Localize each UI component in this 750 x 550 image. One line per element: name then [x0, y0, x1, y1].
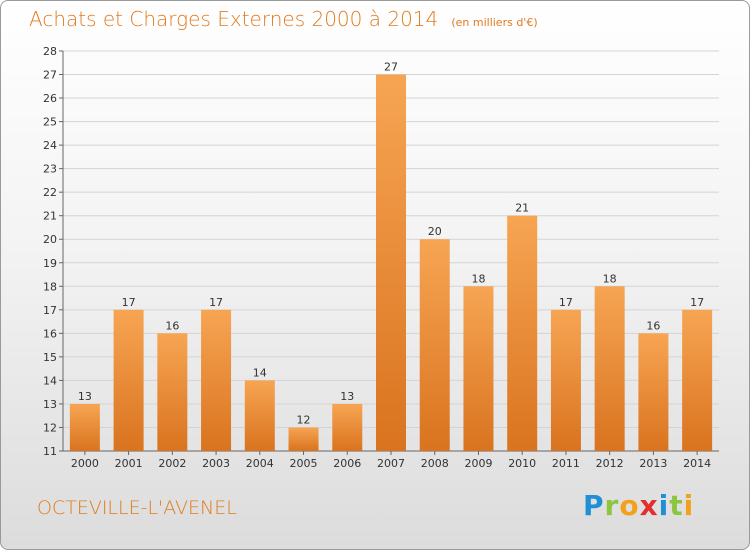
y-tick-label: 14 — [43, 374, 57, 387]
y-tick-label: 26 — [43, 92, 57, 105]
y-tick-label: 25 — [43, 116, 57, 129]
bar — [638, 333, 669, 451]
data-label: 13 — [78, 390, 92, 403]
x-tick-labels: 2000 2001 2002 2003 2004 2005 2006 2007 2008 2009… — [71, 457, 711, 470]
x-tick-label: 2008 — [421, 457, 449, 470]
y-tick-label: 19 — [43, 257, 57, 270]
x-tick-label: 2004 — [246, 457, 274, 470]
y-tick-label: 11 — [43, 445, 57, 458]
bar — [157, 333, 188, 451]
commune-name: OCTEVILLE-L'AVENEL — [37, 497, 237, 519]
bar — [550, 309, 581, 451]
data-labels: 13 17 16 17 14 12 13 27 20 18 21 17 18 16 17 — [78, 61, 704, 427]
y-tick-label: 27 — [43, 69, 57, 82]
x-tick-label: 2000 — [71, 457, 99, 470]
y-tick-label: 13 — [43, 398, 57, 411]
bar — [507, 215, 538, 451]
x-tick-label: 2014 — [683, 457, 711, 470]
data-label: 12 — [297, 413, 311, 426]
logo-letter: i — [683, 489, 695, 522]
y-tick-label: 24 — [43, 139, 57, 152]
y-tick-label: 12 — [43, 421, 57, 434]
data-label: 17 — [559, 296, 573, 309]
x-tick-label: 2012 — [596, 457, 624, 470]
y-tick-label: 20 — [43, 233, 57, 246]
data-label: 18 — [471, 272, 485, 285]
x-tick-label: 2011 — [552, 457, 580, 470]
data-label: 21 — [515, 202, 529, 215]
data-label: 17 — [209, 296, 223, 309]
x-tick-label: 2010 — [508, 457, 536, 470]
bar — [682, 309, 713, 451]
logo-letter: r — [604, 489, 620, 522]
chart-title-text: Achats et Charges Externes 2000 à 2014 — [29, 7, 439, 31]
data-label: 14 — [253, 366, 267, 379]
proxiti-logo: Proxiti — [583, 489, 694, 522]
y-tick-label: 23 — [43, 163, 57, 176]
bars — [69, 74, 713, 451]
chart-title: Achats et Charges Externes 2000 à 2014 (… — [29, 7, 538, 31]
y-tick-label: 15 — [43, 351, 57, 364]
logo-letter: i — [658, 489, 670, 522]
data-label: 17 — [122, 296, 136, 309]
data-label: 16 — [165, 319, 179, 332]
bar — [419, 239, 450, 451]
y-tick-label: 16 — [43, 327, 57, 340]
bar — [376, 74, 406, 451]
x-tick-label: 2001 — [115, 457, 143, 470]
y-tick-label: 21 — [43, 210, 57, 223]
y-tick-label: 17 — [43, 304, 57, 317]
y-tick-label: 22 — [43, 186, 57, 199]
bar — [69, 403, 100, 451]
bar — [594, 286, 625, 451]
bar — [201, 309, 232, 451]
x-tick-label: 2005 — [290, 457, 318, 470]
x-tick-label: 2002 — [158, 457, 186, 470]
x-tick-label: 2003 — [202, 457, 230, 470]
logo-letter: P — [583, 489, 605, 522]
x-tick-label: 2009 — [464, 457, 492, 470]
data-label: 17 — [690, 296, 704, 309]
bar — [113, 309, 144, 451]
data-label: 20 — [428, 225, 442, 238]
bar — [463, 286, 494, 451]
y-tick-labels: 11 12 13 14 15 16 17 18 19 20 21 22 23 24 25 26 27 28 — [43, 45, 57, 458]
data-label: 16 — [646, 319, 660, 332]
chart-unit: (en milliers d'€) — [451, 16, 538, 29]
bar — [288, 427, 319, 451]
bar — [244, 380, 275, 451]
data-label: 13 — [340, 390, 354, 403]
x-tick-label: 2006 — [333, 457, 361, 470]
x-tick-label: 2007 — [377, 457, 405, 470]
y-tick-label: 28 — [43, 45, 57, 58]
bar — [332, 403, 363, 451]
logo-letter: t — [669, 489, 684, 522]
data-label: 18 — [603, 272, 617, 285]
data-label: 27 — [384, 61, 398, 74]
logo-letter: o — [619, 489, 640, 522]
y-tick-label: 18 — [43, 280, 57, 293]
x-tick-label: 2013 — [639, 457, 667, 470]
logo-letter: x — [639, 489, 659, 522]
